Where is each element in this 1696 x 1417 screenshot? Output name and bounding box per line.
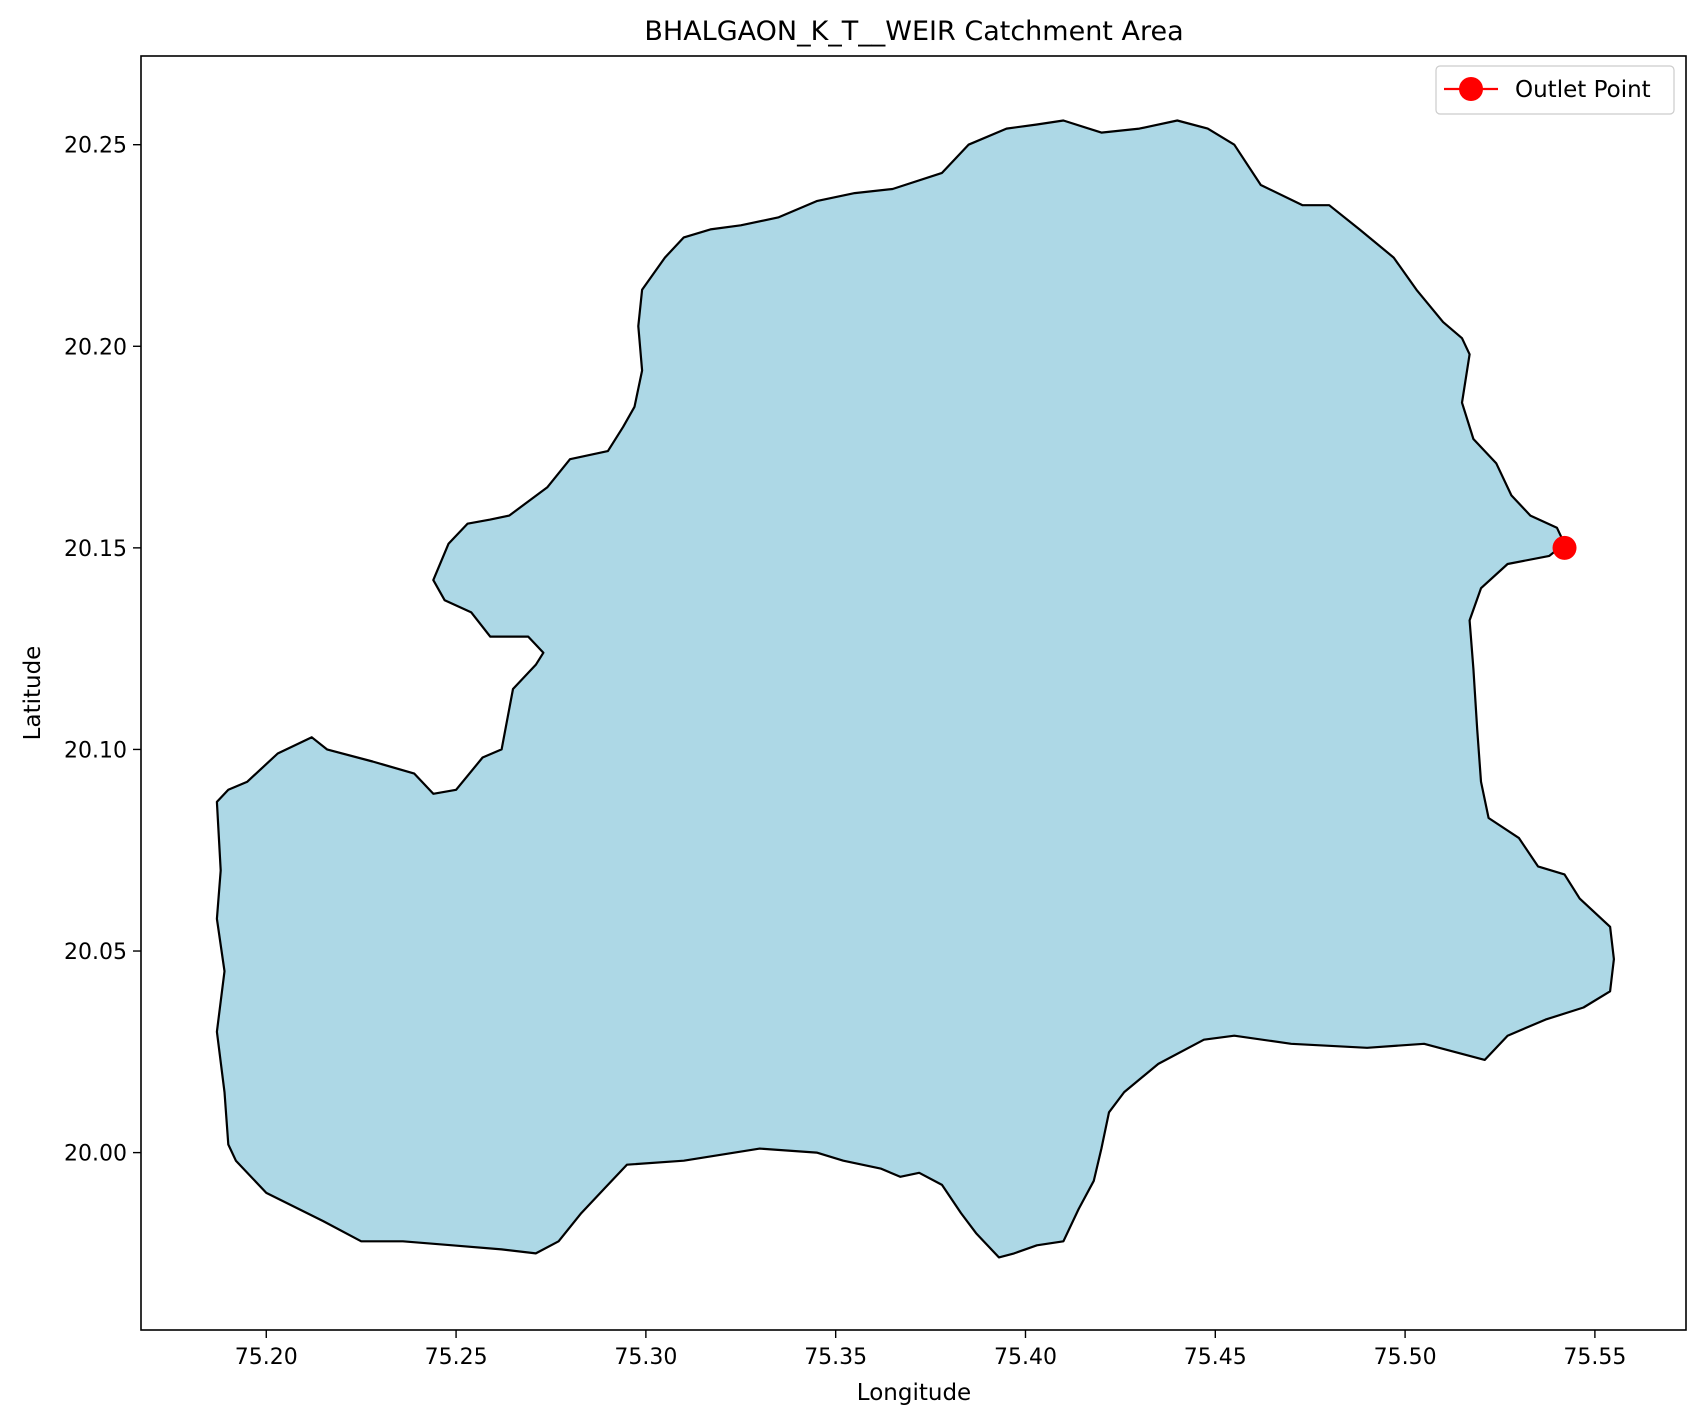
x-tick-label: 75.20 [235, 1345, 298, 1370]
x-tick-label: 75.45 [1184, 1345, 1247, 1370]
outlet-point-marker [1552, 535, 1577, 560]
y-tick-label: 20.20 [64, 335, 127, 360]
x-tick-label: 75.50 [1374, 1345, 1437, 1370]
x-axis-ticks: 75.20 75.25 75.30 75.35 75.40 75.45 75.50 75.55 [235, 1330, 1626, 1370]
y-tick-label: 20.10 [64, 738, 127, 763]
x-tick-label: 75.25 [425, 1345, 488, 1370]
y-axis-label: Latitude [20, 646, 46, 741]
plot-frame [140, 55, 1687, 1331]
legend-outlet-marker [1459, 77, 1483, 101]
x-tick-label: 75.55 [1563, 1345, 1626, 1370]
legend-box [1435, 65, 1675, 115]
x-tick-label: 75.30 [614, 1345, 677, 1370]
y-tick-label: 20.05 [64, 940, 127, 965]
y-tick-label: 20.00 [64, 1142, 127, 1167]
y-tick-label: 20.15 [64, 537, 127, 562]
x-axis-label: Longitude [857, 1380, 971, 1406]
x-tick-label: 75.40 [994, 1345, 1057, 1370]
legend-outlet-label: Outlet Point [1515, 77, 1651, 103]
y-tick-label: 20.25 [64, 134, 127, 159]
catchment-polygon [215, 119, 1615, 1259]
map-title: BHALGAON_K_T__WEIR Catchment Area [644, 16, 1183, 47]
legend: Outlet Point [1435, 65, 1675, 115]
x-tick-label: 75.35 [804, 1345, 867, 1370]
y-axis-ticks: 20.00 20.05 20.10 20.15 20.20 20.25 [64, 134, 141, 1167]
